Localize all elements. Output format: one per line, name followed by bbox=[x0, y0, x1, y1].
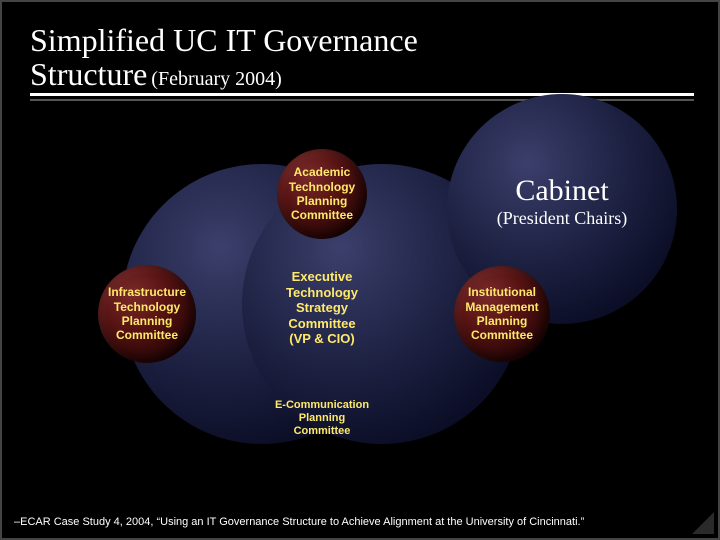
node-institutional: InstitutionalManagementPlanningCommittee bbox=[454, 266, 550, 362]
cabinet-text: Cabinet (President Chairs) bbox=[447, 174, 677, 229]
node-academic: AcademicTechnologyPlanningCommittee bbox=[277, 149, 367, 239]
diagram-stage: Cabinet (President Chairs) AcademicTechn… bbox=[22, 124, 702, 484]
page-corner-fold-icon bbox=[692, 512, 714, 534]
title-block: Simplified UC IT Governance Structure (F… bbox=[22, 14, 702, 109]
footnote: –ECAR Case Study 4, 2004, “Using an IT G… bbox=[14, 516, 710, 528]
title-underline-group: Simplified UC IT Governance Structure (F… bbox=[30, 24, 694, 96]
center-executive-label: ExecutiveTechnologyStrategyCommittee(VP … bbox=[257, 269, 387, 347]
slide: Simplified UC IT Governance Structure (F… bbox=[22, 14, 702, 526]
ecommunication-label: E-CommunicationPlanningCommittee bbox=[257, 399, 387, 439]
title-line1: Simplified UC IT Governance bbox=[30, 24, 694, 58]
cabinet-subtitle: (President Chairs) bbox=[447, 208, 677, 229]
title-line2b: (February 2004) bbox=[151, 68, 282, 90]
node-infrastructure: InfrastructureTechnologyPlanningCommitte… bbox=[98, 265, 196, 363]
title-line2: Structure (February 2004) bbox=[30, 58, 694, 92]
title-line2a: Structure bbox=[30, 56, 147, 92]
cabinet-title: Cabinet bbox=[447, 174, 677, 208]
